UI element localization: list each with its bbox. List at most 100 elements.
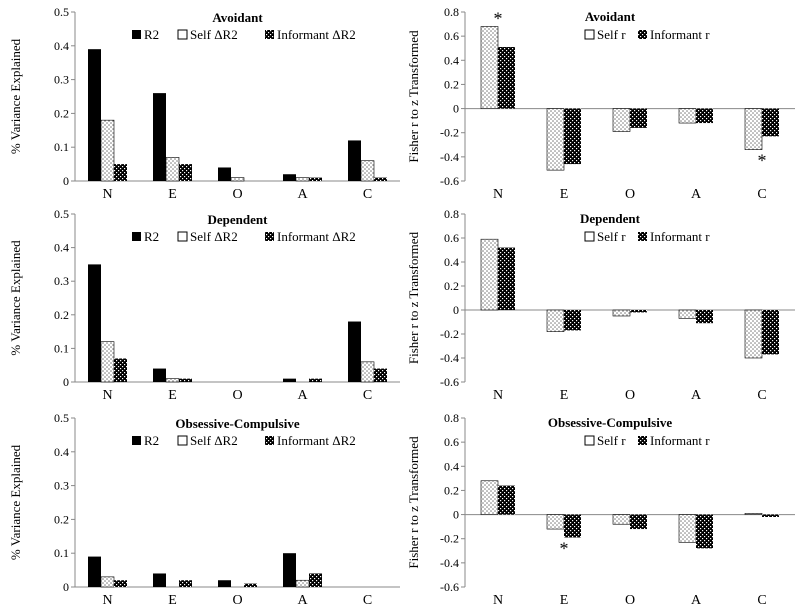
bar-r2-n [88, 264, 101, 382]
bar-r2-o [218, 580, 231, 587]
y-tick-label: 0.5 [54, 5, 69, 19]
bar-informant-r2-n [114, 164, 127, 181]
legend-label: R2 [144, 27, 159, 42]
bar-r2-c [348, 140, 361, 181]
bar-informant-r-c [762, 514, 779, 517]
y-tick-label: 0.2 [54, 512, 69, 526]
y-axis-label: % Variance Explained [8, 444, 23, 560]
legend-label: Self ΔR2 [190, 27, 238, 42]
bar-informant-r-c [762, 310, 779, 355]
y-tick-label: -0.4 [440, 150, 459, 164]
y-tick-label: 0 [453, 102, 459, 116]
y-tick-label: -0.2 [440, 532, 459, 546]
bar-self-r-n [480, 26, 499, 109]
bar-self-r-c [744, 108, 763, 150]
x-category-label: C [363, 187, 372, 202]
legend-swatch [265, 30, 274, 39]
legend-label: Self r [597, 27, 626, 42]
x-category-label: N [493, 388, 503, 403]
chart-panel-6: -0.6 -0.4 -0.2 0 0.2 0.4 0.6 0.8 N E O A C * Obsessive… [406, 411, 795, 608]
y-tick-label: 0 [453, 508, 459, 522]
y-tick-label: 0.2 [54, 106, 69, 120]
bar-informant-r-o [630, 514, 647, 530]
y-tick-label: 0 [63, 174, 69, 188]
bar-self-r2-n [100, 576, 115, 588]
chart-title: Avoidant [585, 9, 636, 24]
x-category-label: N [102, 187, 112, 202]
y-tick-label: -0.6 [440, 174, 459, 188]
bar-self-r-e [546, 514, 565, 530]
x-category-label: E [560, 593, 569, 608]
x-category-label: O [232, 187, 242, 202]
legend-swatch [584, 29, 595, 40]
chart-title: Dependent [208, 212, 269, 227]
x-category-label: O [625, 187, 635, 202]
x-category-label: C [757, 593, 766, 608]
bar-self-r-o [612, 309, 631, 317]
y-tick-label: 0 [63, 375, 69, 389]
x-category-label: A [691, 593, 702, 608]
charts-layer: 0 0.1 0.2 0.3 0.4 0.5 N E O A C Avoidant R2 Self ΔR2 I… [8, 5, 795, 608]
y-tick-label: 0.5 [54, 411, 69, 425]
bar-informant-r-n [498, 47, 515, 109]
y-tick-label: 0.4 [54, 445, 69, 459]
legend-swatch [265, 436, 274, 445]
bar-self-r2-c [360, 160, 375, 182]
bar-informant-r2-c [374, 368, 387, 382]
bar-self-r-o [612, 108, 631, 132]
y-tick-label: 0.8 [444, 411, 459, 425]
y-tick-label: 0.1 [54, 341, 69, 355]
significance-marker: * [494, 8, 503, 28]
bar-informant-r2-a [309, 378, 322, 382]
bar-informant-r2-o [244, 583, 257, 587]
bar-self-r2-c [360, 361, 375, 383]
legend-label: Informant r [650, 27, 710, 42]
bar-informant-r-n [498, 247, 515, 310]
bar-self-r-a [678, 108, 697, 124]
x-category-label: O [625, 388, 635, 403]
x-category-label: O [232, 388, 242, 403]
legend-label: Self r [597, 433, 626, 448]
y-tick-label: -0.4 [440, 556, 459, 570]
y-tick-label: 0.6 [444, 435, 459, 449]
bar-r2-a [283, 174, 296, 181]
bar-self-r-n [480, 238, 499, 311]
x-category-label: N [493, 593, 503, 608]
bar-informant-r-e [564, 108, 581, 165]
x-category-label: A [691, 187, 702, 202]
y-tick-label: 0.4 [54, 39, 69, 53]
legend-label: R2 [144, 229, 159, 244]
x-category-label: O [625, 593, 635, 608]
bar-self-r2-a [295, 579, 310, 588]
y-axis-label: % Variance Explained [8, 38, 23, 154]
chart-panel-1: 0 0.1 0.2 0.3 0.4 0.5 N E O A C Avoidant R2 Self ΔR2 I… [8, 5, 400, 202]
bar-self-r2-e [165, 378, 180, 383]
x-category-label: A [297, 388, 308, 403]
bar-self-r-o [612, 514, 631, 525]
bar-r2-e [153, 573, 166, 587]
bar-r2-n [88, 556, 101, 587]
legend-label: Informant r [650, 229, 710, 244]
bar-informant-r-n [498, 485, 515, 515]
chart-panel-5: 0 0.1 0.2 0.3 0.4 0.5 N E O A C Obsessive-Compulsiv… [8, 411, 400, 608]
bar-self-r2-a [295, 177, 310, 182]
y-tick-label: 0.4 [54, 241, 69, 255]
x-category-label: N [102, 388, 112, 403]
bar-informant-r-e [564, 310, 581, 331]
x-category-label: A [297, 593, 308, 608]
x-category-label: C [757, 388, 766, 403]
legend-label: Informant ΔR2 [277, 433, 356, 448]
bar-self-r2-o [230, 177, 245, 182]
x-category-label: C [363, 388, 372, 403]
bar-informant-r-a [696, 108, 713, 124]
bar-self-r2-n [100, 341, 115, 383]
y-tick-label: 0.5 [54, 207, 69, 221]
bar-r2-e [153, 368, 166, 382]
y-axis-label: % Variance Explained [8, 240, 23, 356]
y-tick-label: -0.4 [440, 351, 459, 365]
y-tick-label: 0.6 [444, 231, 459, 245]
y-tick-label: -0.2 [440, 327, 459, 341]
x-category-label: O [232, 593, 242, 608]
x-category-label: E [560, 187, 569, 202]
bar-informant-r2-e [179, 580, 192, 587]
